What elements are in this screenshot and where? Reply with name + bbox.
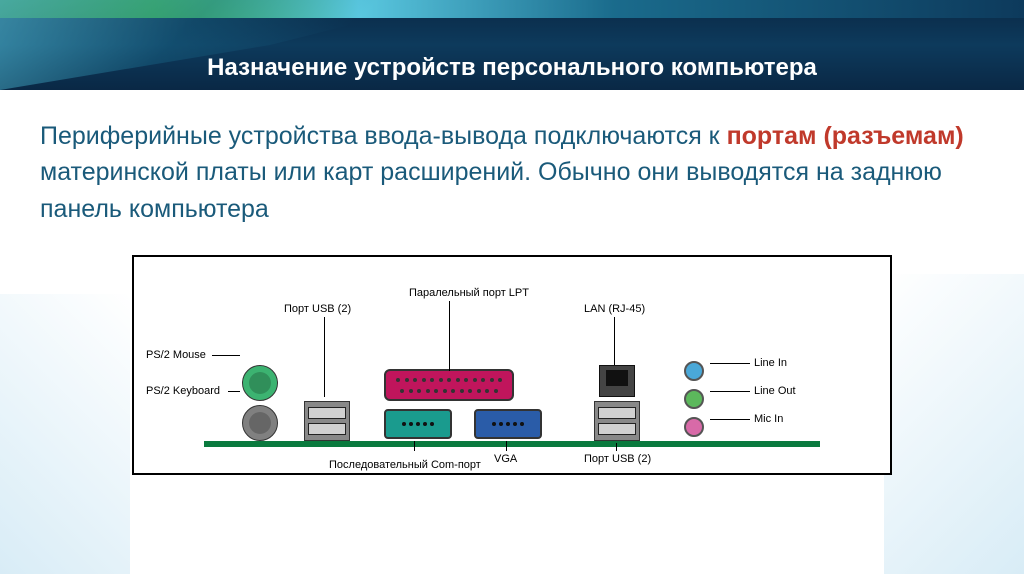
lead-line <box>710 391 750 392</box>
usb-left-label: Порт USB (2) <box>284 303 351 315</box>
slide-content: Периферийные устройства ввода-вывода под… <box>0 90 1024 495</box>
line-in-label: Line In <box>754 357 787 369</box>
line-out-label: Line Out <box>754 385 796 397</box>
line-out-jack <box>684 389 704 409</box>
usb-slot <box>308 423 346 435</box>
lpt-label: Паралельный порт LPT <box>409 287 529 299</box>
body-paragraph: Периферийные устройства ввода-вывода под… <box>40 118 984 227</box>
diagram-container: PS/2 Mouse PS/2 Keyboard Порт USB (2) <box>40 255 984 475</box>
audio-jack-stack <box>684 361 704 437</box>
ps2-mouse-label: PS/2 Mouse <box>146 349 206 361</box>
lead-line <box>616 443 617 451</box>
lead-line <box>614 317 615 365</box>
body-emphasis: портам (разъемам) <box>727 122 964 150</box>
slide-header: Назначение устройств персонального компь… <box>0 0 1024 90</box>
lan-port <box>599 365 635 397</box>
mic-in-jack <box>684 417 704 437</box>
usb-port-pair <box>304 401 350 441</box>
lpt-port-group <box>384 369 514 401</box>
com-label: Последовательный Com-порт <box>329 459 459 471</box>
usb-left-block <box>304 401 350 441</box>
lpt-port <box>384 369 514 401</box>
lan-label: LAN (RJ-45) <box>584 303 645 315</box>
com-port-group <box>384 409 452 439</box>
lan-usb-stack <box>594 365 640 441</box>
io-panel-diagram: PS/2 Mouse PS/2 Keyboard Порт USB (2) <box>132 255 892 475</box>
lead-line <box>324 317 325 397</box>
ps2-mouse-port <box>242 365 278 401</box>
com-port <box>384 409 452 439</box>
vga-port <box>474 409 542 439</box>
usb-slot <box>308 407 346 419</box>
pcb-edge <box>204 441 820 447</box>
slide-title: Назначение устройств персонального компь… <box>207 54 817 82</box>
body-text-pre: Периферийные устройства ввода-вывода под… <box>40 122 727 150</box>
lead-line <box>228 391 240 392</box>
lead-line <box>414 441 415 451</box>
usb-port-pair <box>594 401 640 441</box>
lead-line <box>449 301 450 371</box>
ps2-keyboard-port <box>242 405 278 441</box>
vga-label: VGA <box>494 453 517 465</box>
body-text-post: материнской платы или карт расширений. О… <box>40 158 942 222</box>
usb-slot <box>598 407 636 419</box>
vga-port-group <box>474 409 542 439</box>
usb-right-label: Порт USB (2) <box>584 453 651 465</box>
ps2-keyboard-label: PS/2 Keyboard <box>146 385 220 397</box>
lead-line <box>710 419 750 420</box>
line-in-jack <box>684 361 704 381</box>
lead-line <box>506 441 507 451</box>
ps2-stack <box>242 365 278 441</box>
mic-in-label: Mic In <box>754 413 783 425</box>
lead-line <box>710 363 750 364</box>
lead-line <box>212 355 240 356</box>
usb-slot <box>598 423 636 435</box>
